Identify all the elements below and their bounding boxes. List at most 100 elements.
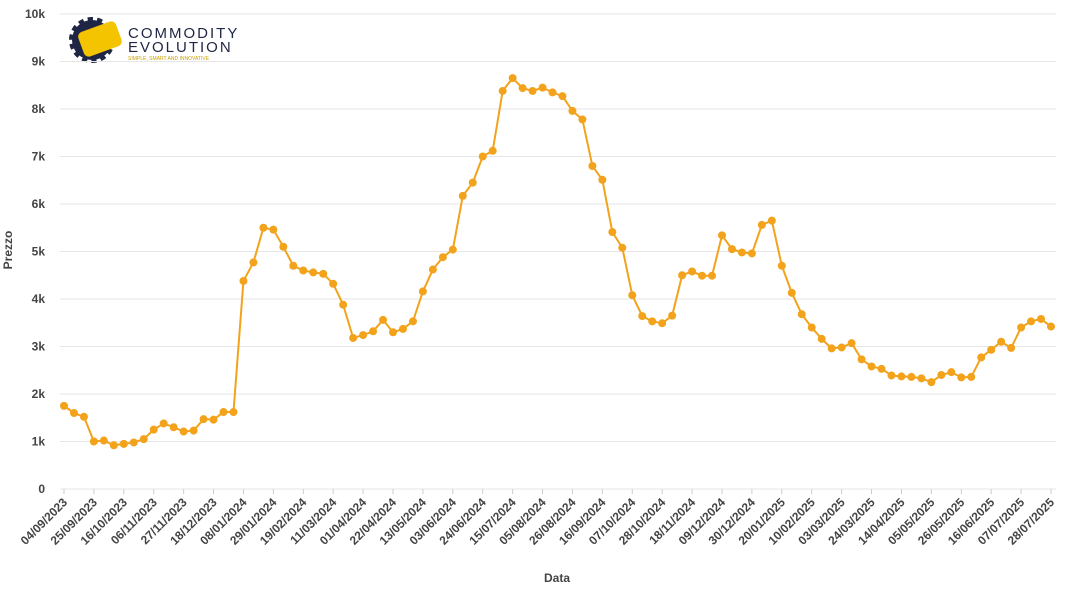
point — [418, 287, 427, 296]
y-tick-label: 10k — [25, 7, 45, 21]
y-tick-label: 1k — [32, 435, 46, 449]
point — [508, 74, 517, 83]
point — [139, 435, 148, 444]
point — [897, 372, 906, 381]
point — [339, 300, 348, 309]
point — [827, 344, 836, 353]
point — [478, 152, 487, 161]
point — [588, 162, 597, 170]
point — [468, 178, 477, 187]
point — [937, 371, 946, 379]
point — [398, 324, 407, 333]
point — [239, 276, 248, 285]
logo-text: EVOLUTION — [128, 39, 233, 56]
point — [917, 374, 926, 383]
point — [747, 249, 756, 258]
point — [638, 312, 647, 321]
point — [189, 426, 198, 435]
point — [408, 317, 417, 326]
point — [359, 331, 368, 340]
point — [807, 323, 816, 332]
point — [109, 441, 118, 450]
point — [837, 343, 846, 352]
point — [548, 88, 557, 97]
point — [349, 333, 358, 342]
point — [658, 319, 667, 328]
point — [279, 242, 288, 251]
logo-text: COMMODITY — [128, 25, 239, 42]
point — [1007, 343, 1016, 352]
point — [757, 220, 766, 229]
point — [1037, 314, 1046, 323]
point — [847, 339, 856, 348]
point — [369, 327, 378, 336]
y-tick-label: 6k — [32, 197, 46, 211]
point — [179, 427, 188, 436]
point — [718, 231, 726, 240]
point — [678, 271, 687, 280]
point — [737, 248, 746, 257]
y-tick-label: 4k — [32, 292, 46, 306]
point — [99, 436, 108, 445]
point — [558, 92, 567, 101]
point — [129, 438, 138, 447]
point — [767, 216, 776, 225]
point — [1047, 322, 1055, 331]
point — [428, 265, 437, 274]
point — [817, 334, 826, 343]
point — [877, 364, 886, 373]
point — [957, 373, 966, 382]
point — [598, 175, 607, 184]
point — [528, 86, 537, 95]
point — [628, 291, 637, 300]
point — [518, 84, 527, 93]
point — [977, 353, 986, 362]
y-tick-label: 2k — [32, 387, 46, 401]
point — [199, 415, 208, 424]
point — [159, 419, 168, 428]
point — [538, 83, 547, 92]
point — [668, 311, 677, 320]
point — [887, 371, 896, 380]
logo: COMMODITY EVOLUTION SIMPLE, SMART AND IN… — [69, 17, 239, 63]
y-tick-label: 8k — [32, 102, 46, 116]
point — [299, 266, 308, 275]
point — [488, 146, 497, 155]
point — [289, 261, 298, 270]
point — [219, 408, 228, 417]
point — [857, 355, 866, 364]
point — [947, 368, 956, 377]
point — [727, 245, 736, 254]
point — [169, 423, 178, 432]
point — [329, 279, 338, 288]
point — [997, 337, 1006, 346]
point — [698, 271, 707, 280]
point — [309, 268, 318, 277]
point — [608, 228, 617, 237]
point — [69, 409, 78, 417]
point — [259, 223, 268, 232]
point — [797, 310, 806, 319]
point — [119, 439, 128, 448]
point — [1017, 323, 1026, 332]
point — [319, 269, 328, 278]
point — [648, 317, 657, 326]
point — [269, 225, 278, 234]
point — [89, 437, 98, 446]
logo-tag — [78, 21, 122, 57]
point — [907, 372, 916, 381]
point — [787, 288, 796, 297]
point — [618, 243, 627, 252]
point — [229, 408, 238, 417]
point — [60, 401, 68, 410]
line — [63, 76, 1052, 447]
point — [498, 86, 507, 95]
point — [967, 372, 976, 381]
y-tick-label: 3k — [32, 340, 46, 354]
logo-tagline: SIMPLE, SMART AND INNOVATIVE — [128, 56, 210, 62]
y-tick-label: 0 — [38, 482, 45, 496]
point — [987, 345, 996, 354]
point — [448, 245, 457, 254]
point — [209, 415, 218, 424]
